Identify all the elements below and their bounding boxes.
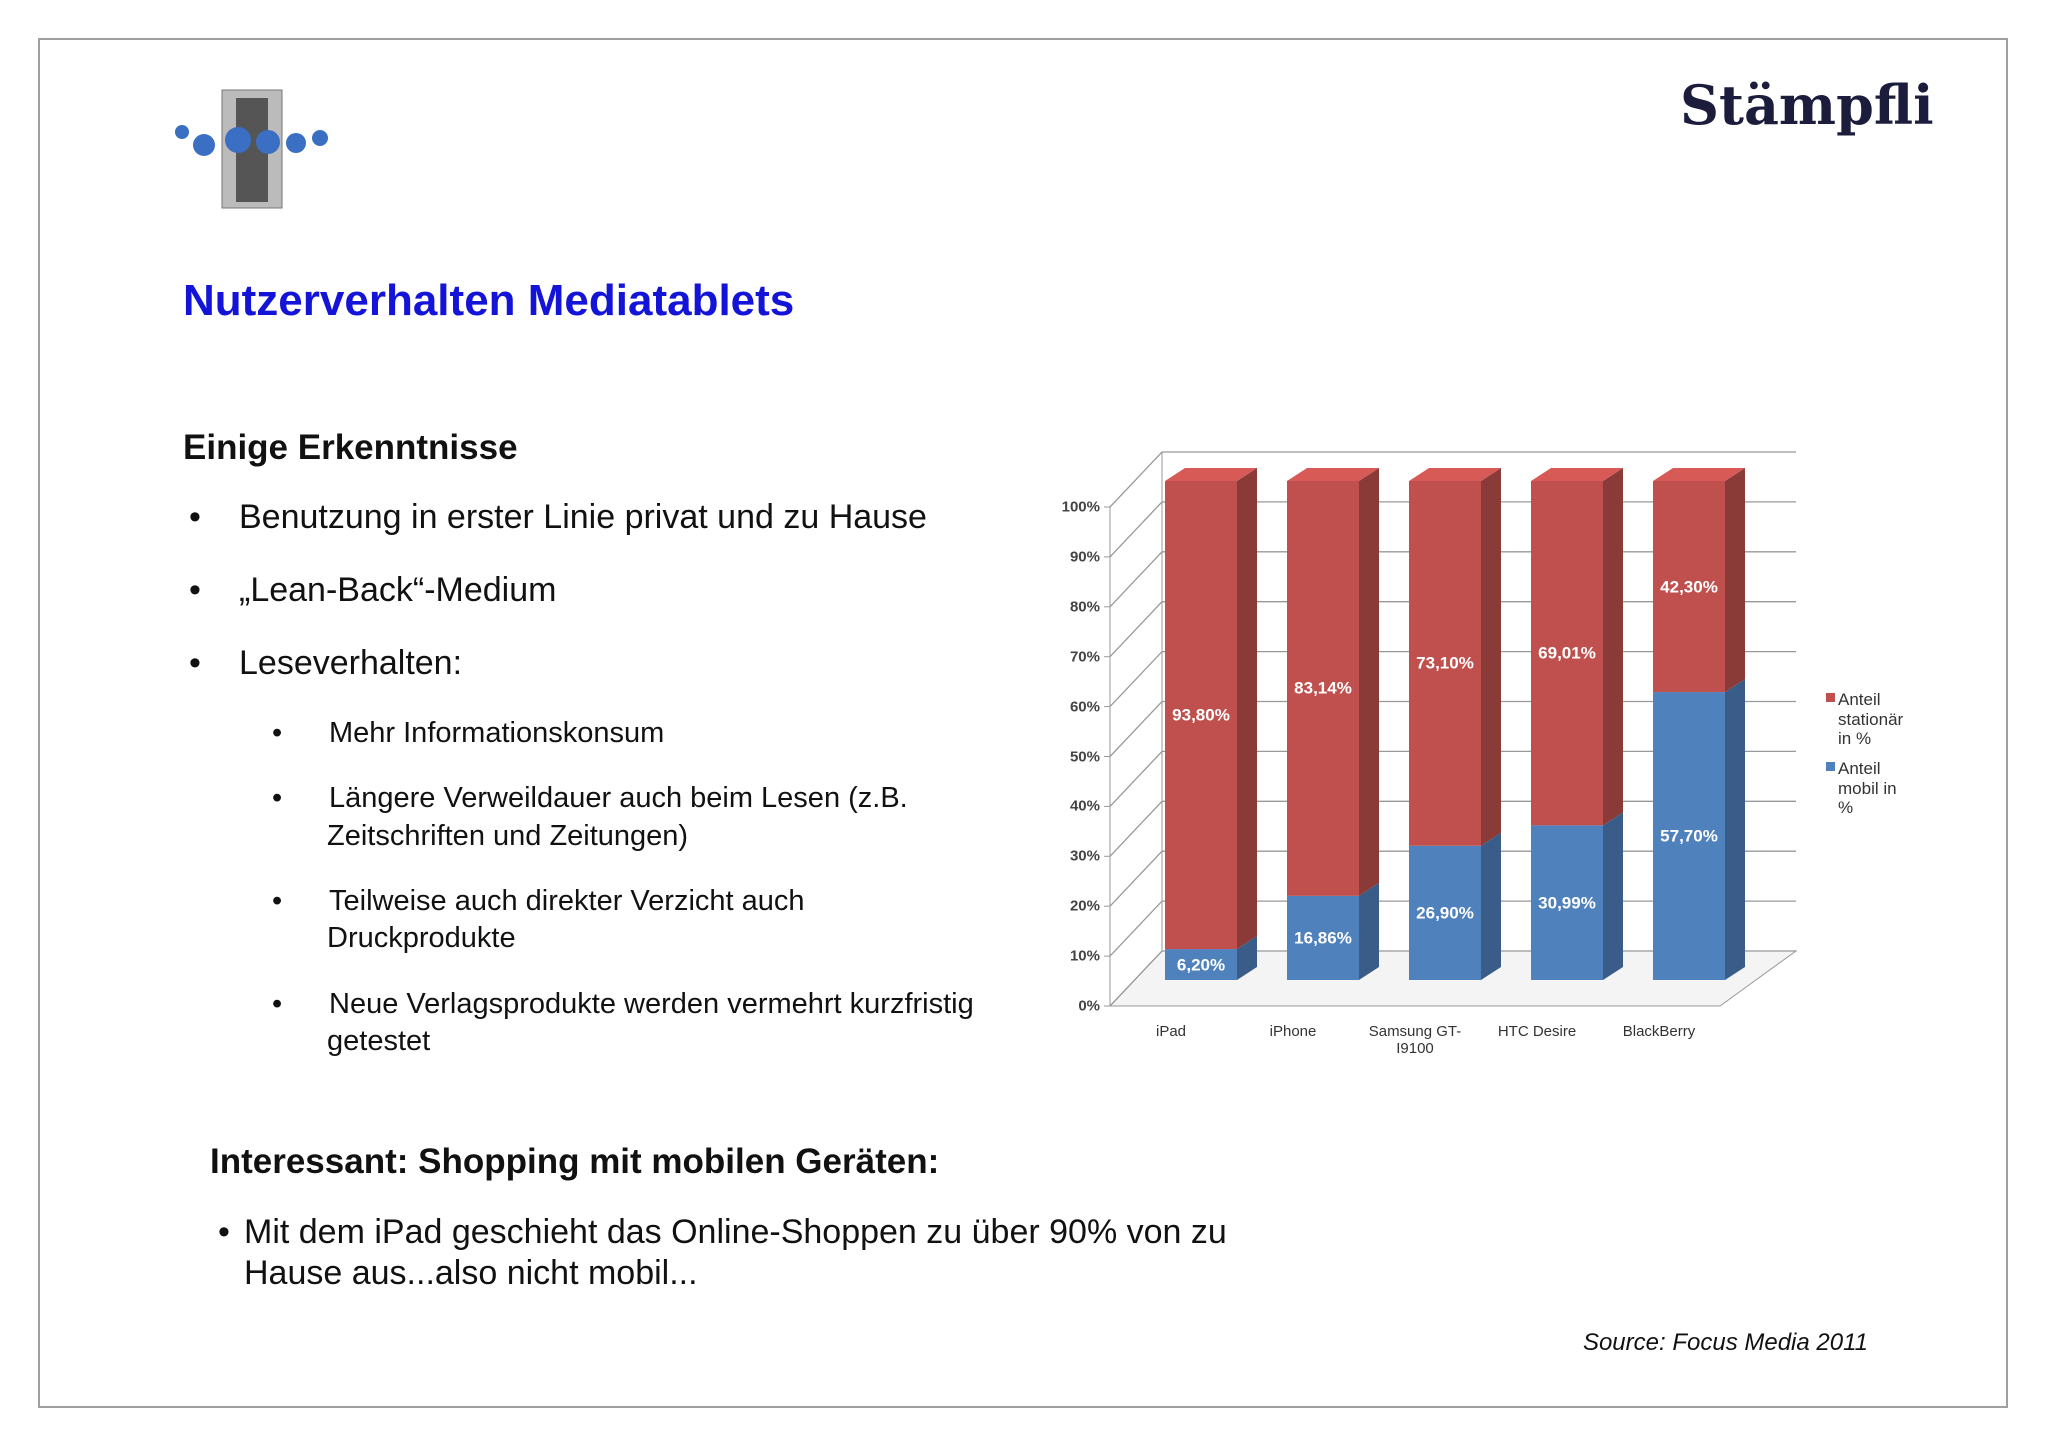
sub-bullet-text: Teilweise auch direkter Verzicht auch xyxy=(329,885,805,917)
bar-segment xyxy=(1287,895,1359,980)
heading: Einige Erkenntnisse xyxy=(183,428,518,467)
bar-top xyxy=(1653,468,1745,481)
bar-side xyxy=(1725,468,1745,693)
y-tick-label: 40% xyxy=(1069,797,1100,815)
bar-segment xyxy=(1287,481,1359,896)
value-label: 93,80% xyxy=(1172,705,1230,725)
bullet-text: Mit dem iPad geschieht das Online-Shoppe… xyxy=(244,1213,1227,1251)
sub-bullet-text: Druckprodukte xyxy=(327,922,516,954)
value-label: 6,20% xyxy=(1176,955,1226,975)
y-tick-label: 60% xyxy=(1069,698,1100,716)
value-label: 69,01% xyxy=(1538,643,1596,663)
y-tick-label: 90% xyxy=(1069,548,1100,566)
frame xyxy=(38,38,2008,1408)
bar-segment xyxy=(1165,481,1237,950)
y-tick-label: 10% xyxy=(1069,947,1100,965)
bar-side xyxy=(1481,468,1501,846)
value-label: 16,86% xyxy=(1294,928,1352,948)
bar-top xyxy=(1409,468,1501,481)
icon-app xyxy=(286,133,306,153)
icon-app xyxy=(225,127,251,153)
bullet-text: Benutzung in erster Linie privat und zu … xyxy=(239,498,927,536)
bar-top xyxy=(1165,468,1257,481)
legend-label: Anteil stationär in % xyxy=(1838,690,1904,749)
sub-bullet-text: getestet xyxy=(327,1025,431,1057)
y-tick-label: 80% xyxy=(1069,598,1100,616)
icon-app xyxy=(256,130,280,154)
value-label: 26,90% xyxy=(1416,903,1474,923)
bar-side xyxy=(1237,936,1257,980)
bar-side xyxy=(1359,882,1379,980)
bullet-text: Leseverhalten: xyxy=(239,644,463,682)
bullet-dot: • xyxy=(189,644,201,682)
bullet-dot: • xyxy=(218,1213,230,1251)
x-tick-label: iPhone xyxy=(1269,1024,1317,1040)
bar-segment xyxy=(1531,481,1603,826)
bar-segment xyxy=(1165,949,1237,980)
bullet-dot: • xyxy=(272,717,283,749)
y-tick-label: 20% xyxy=(1069,897,1100,915)
y-tick-label: 100% xyxy=(1061,498,1100,516)
bar-side xyxy=(1237,468,1257,950)
bar-side xyxy=(1603,812,1623,980)
legend-swatch xyxy=(1826,762,1835,771)
bullet-dot: • xyxy=(272,885,283,917)
y-tick-label: 30% xyxy=(1069,847,1100,865)
value-label: 73,10% xyxy=(1416,653,1474,673)
bar-side xyxy=(1359,468,1379,896)
bar-side xyxy=(1725,679,1745,980)
x-tick-label: iPad xyxy=(1155,1024,1187,1040)
value-label: 57,70% xyxy=(1660,826,1718,846)
x-tick-label: BlackBerry xyxy=(1622,1024,1696,1040)
sub-bullet-text: Mehr Informationskonsum xyxy=(329,717,665,749)
bar-segment xyxy=(1409,845,1481,980)
bullet-dot: • xyxy=(189,571,201,609)
heading: Interessant: Shopping mit mobilen Geräte… xyxy=(210,1142,940,1181)
icon-app xyxy=(193,134,215,156)
y-tick-label: 0% xyxy=(1078,997,1100,1015)
bar-segment xyxy=(1409,481,1481,846)
bullet-text: Hause aus...also nicht mobil... xyxy=(244,1254,698,1292)
icon-app xyxy=(175,125,189,139)
sub-bullet-text: Neue Verlagsprodukte werden vermehrt kur… xyxy=(329,988,974,1020)
y-tick-label: 50% xyxy=(1069,748,1100,765)
x-tick-label: Samsung GT-I9100 xyxy=(1368,1024,1462,1057)
bar-side xyxy=(1481,832,1501,980)
source: Source: Focus Media 2011 xyxy=(1582,1329,1868,1356)
bullet-dot: • xyxy=(272,782,283,814)
legend-swatch xyxy=(1826,693,1835,702)
bullet-dot: • xyxy=(272,988,283,1020)
value-label: 30,99% xyxy=(1538,893,1596,913)
tablet-icon xyxy=(175,89,328,209)
logo: Stämpfli xyxy=(1680,73,1934,137)
value-label: 83,14% xyxy=(1294,678,1352,698)
bar-segment xyxy=(1531,825,1603,980)
y-tick-label: 70% xyxy=(1069,648,1100,666)
legend-label: Anteil mobil in % xyxy=(1838,759,1897,818)
sub-bullet-text: Zeitschriften und Zeitungen) xyxy=(327,820,689,852)
bar-top xyxy=(1287,468,1379,481)
bullet-text: „Lean-Back“-Medium xyxy=(239,571,557,609)
bar-segment xyxy=(1653,481,1725,693)
bullet-dot: • xyxy=(189,498,201,536)
x-tick-label: HTC Desire xyxy=(1497,1024,1577,1040)
value-label: 42,30% xyxy=(1660,577,1718,597)
icon-app xyxy=(312,130,328,146)
title: Nutzerverhalten Mediatablets xyxy=(183,276,795,325)
grid-line xyxy=(1109,451,1796,508)
bar-top xyxy=(1531,468,1623,481)
bar-side xyxy=(1603,468,1623,826)
sub-bullet-text: Längere Verweildauer auch beim Lesen (z.… xyxy=(329,782,908,814)
bar-segment xyxy=(1653,692,1725,980)
